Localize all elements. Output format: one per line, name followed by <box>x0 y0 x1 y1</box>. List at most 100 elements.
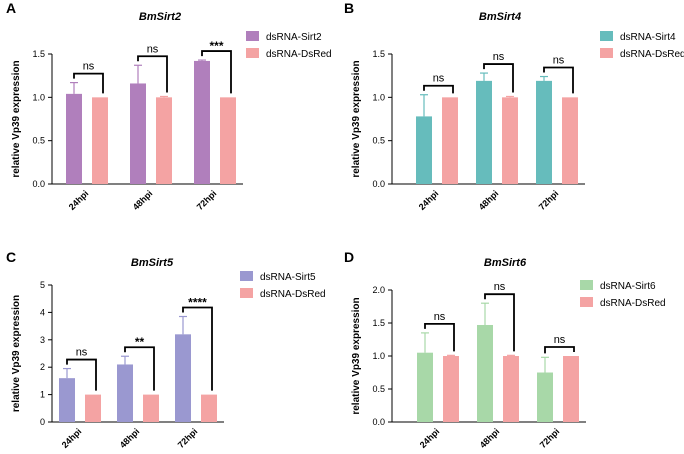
significance-bracket <box>544 346 575 354</box>
bar <box>117 364 133 422</box>
chart-panel-d: D BmSirt6 relative Vp39 expression 0.0 0.5 1.… <box>344 249 666 450</box>
chart-panel-c: C BmSirt5 relative Vp39 expression 0 1 2 3 4 5 24… <box>6 249 326 450</box>
bar <box>477 324 493 422</box>
significance-bracket <box>483 63 514 93</box>
bar <box>537 372 553 422</box>
y-axis-label: relative Vp39 expression <box>11 295 22 412</box>
significance-bracket <box>484 293 515 352</box>
legend-swatch <box>240 271 253 281</box>
bar <box>85 394 101 422</box>
bar <box>92 97 108 184</box>
x-tick-label: 72hpi <box>176 426 200 450</box>
bar <box>194 60 210 184</box>
panel-letter: B <box>344 0 354 16</box>
significance-bracket <box>424 323 455 352</box>
y-tick-label: 1 <box>40 390 45 400</box>
y-tick-label: 0.5 <box>32 136 45 146</box>
significance-bracket <box>423 84 454 94</box>
y-tick-label: 2 <box>40 362 45 372</box>
y-tick-label: 4 <box>40 307 45 317</box>
bar <box>130 83 146 184</box>
x-tick-label: 72hpi <box>537 188 561 212</box>
y-tick-label: 1.5 <box>372 49 385 59</box>
legend-swatch <box>600 31 613 41</box>
significance-bracket <box>543 66 574 94</box>
bar <box>502 97 518 184</box>
legend-swatch <box>246 31 259 41</box>
bar <box>175 334 191 422</box>
bar <box>417 352 433 422</box>
significance-label: ns <box>554 334 566 346</box>
legend-label: dsRNA-Sirt6 <box>600 281 656 292</box>
y-tick-label: 0.5 <box>372 136 385 146</box>
legend-swatch <box>600 48 613 58</box>
legend-label: dsRNA-DsRed <box>620 49 684 60</box>
legend-swatch <box>580 280 593 290</box>
significance-bracket <box>124 346 155 391</box>
chart-panel-b: B BmSirt4 relative Vp39 expression 0.0 0.5 1.… <box>344 0 684 212</box>
y-tick-label: 1.0 <box>372 351 385 361</box>
x-tick-label: 48hpi <box>478 426 502 450</box>
x-tick-label: 72hpi <box>195 188 219 212</box>
legend-label: dsRNA-Sirt5 <box>260 272 316 283</box>
significance-bracket <box>66 358 97 391</box>
significance-label: ns <box>83 61 95 73</box>
bar <box>416 116 432 184</box>
legend-label: dsRNA-DsRed <box>266 49 332 60</box>
y-tick-label: 3 <box>40 335 45 345</box>
y-axis-label: relative Vp39 expression <box>351 297 362 414</box>
significance-label: ns <box>434 311 446 323</box>
x-tick-label: 24hpi <box>418 426 442 450</box>
y-tick-label: 0 <box>40 417 45 427</box>
bar <box>59 378 75 422</box>
legend-swatch <box>240 288 253 298</box>
significance-label: *** <box>209 39 223 53</box>
legend-label: dsRNA-DsRed <box>600 298 666 309</box>
x-tick-label: 48hpi <box>477 188 501 212</box>
legend-label: dsRNA-Sirt4 <box>620 32 676 43</box>
y-tick-label: 5 <box>40 280 45 290</box>
y-tick-label: 2.0 <box>372 285 385 295</box>
x-tick-label: 24hpi <box>417 188 441 212</box>
y-tick-label: 0.0 <box>372 417 385 427</box>
bar <box>536 80 552 184</box>
y-tick-label: 1.0 <box>32 92 45 102</box>
x-tick-label: 72hpi <box>538 426 562 450</box>
x-tick-label: 48hpi <box>131 188 155 212</box>
bar <box>66 93 82 184</box>
significance-label: ns <box>553 55 565 67</box>
chart-title: BmSirt5 <box>131 257 174 269</box>
significance-label: ns <box>76 347 88 359</box>
legend-label: dsRNA-DsRed <box>260 289 326 300</box>
significance-label: ns <box>147 43 159 55</box>
bar <box>562 97 578 184</box>
x-tick-label: 48hpi <box>118 426 142 450</box>
significance-label: ns <box>493 51 505 63</box>
y-axis-label: relative Vp39 expression <box>351 60 362 177</box>
chart-panel-a: A BmSirt2 relative Vp39 expression 0.0 0.5 1.… <box>6 0 332 212</box>
bar <box>503 356 519 422</box>
y-axis-label: relative Vp39 expression <box>11 60 22 177</box>
x-tick-label: 24hpi <box>60 426 84 450</box>
chart-title: BmSirt4 <box>479 11 521 23</box>
x-tick-label: 24hpi <box>67 188 91 212</box>
panel-letter: D <box>344 249 354 265</box>
legend-swatch <box>580 297 593 307</box>
significance-label: **** <box>188 296 207 310</box>
y-tick-label: 1.0 <box>372 92 385 102</box>
significance-label: ns <box>494 281 506 293</box>
y-tick-label: 1.5 <box>32 49 45 59</box>
bar <box>443 356 459 422</box>
significance-bracket <box>201 50 232 94</box>
bar <box>201 394 217 422</box>
bar <box>220 97 236 184</box>
y-tick-label: 0.0 <box>372 179 385 189</box>
significance-bracket <box>182 306 213 391</box>
legend-label: dsRNA-Sirt2 <box>266 32 322 43</box>
chart-title: BmSirt6 <box>484 257 527 269</box>
chart-title: BmSirt2 <box>139 11 181 23</box>
y-tick-label: 0.0 <box>32 179 45 189</box>
panel-letter: C <box>6 249 16 265</box>
significance-label: ** <box>135 335 145 349</box>
